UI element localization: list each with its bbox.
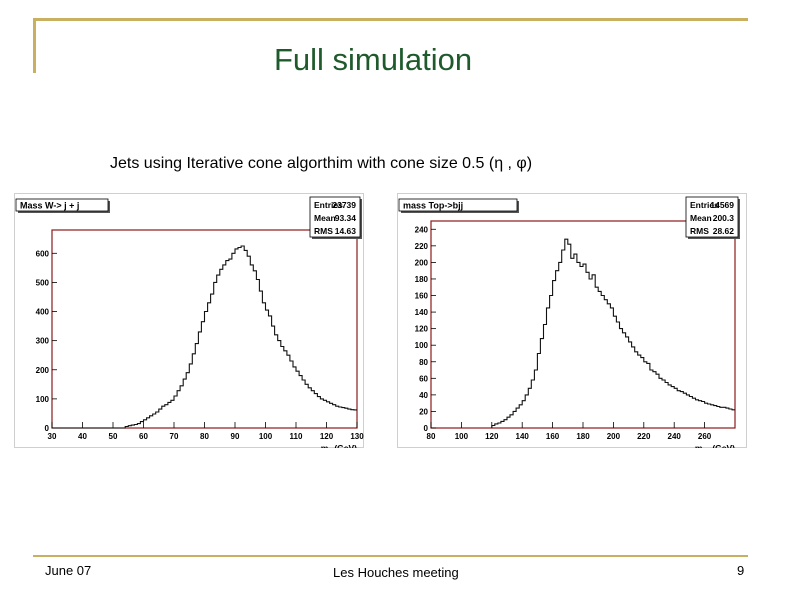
y-tick-label: 400 [36, 308, 50, 317]
y-tick-label: 80 [419, 358, 428, 367]
x-tick-label: 40 [78, 432, 87, 441]
decorative-rule-horizontal [33, 18, 748, 21]
x-tick-label: 120 [320, 432, 334, 441]
title-box [15, 198, 109, 212]
x-tick-label: 140 [516, 432, 530, 441]
canvas-frame [14, 193, 364, 448]
x-tick-label: 100 [259, 432, 273, 441]
slide-subtitle: Jets using Iterative cone algorthim with… [110, 155, 533, 172]
histogram-series [52, 245, 357, 429]
footer-rule [33, 555, 748, 557]
y-tick-label: 500 [36, 278, 50, 287]
x-tick-label: 110 [290, 432, 303, 441]
stats-box [685, 196, 739, 238]
stats-value: 93.34 [335, 213, 357, 223]
footer-date: June 07 [45, 563, 92, 578]
y-tick-label: 0 [45, 424, 50, 433]
histogram-title: mass Top->bjj [403, 201, 463, 211]
y-tick-label: 160 [415, 292, 429, 301]
x-tick-label: 60 [139, 432, 148, 441]
histogram-series [491, 238, 735, 428]
slide-title: Full simulation [273, 42, 473, 77]
x-tick-label: 80 [200, 432, 209, 441]
stats-label: RMS [314, 226, 333, 236]
stats-label: Entries [690, 200, 719, 210]
y-tick-label: 140 [415, 308, 429, 317]
x-tick-label: 220 [637, 432, 651, 441]
y-tick-label: 100 [36, 395, 50, 404]
stats-value: 14569 [710, 200, 734, 210]
stats-box [309, 196, 361, 238]
stats-label: RMS [690, 226, 709, 236]
x-tick-label: 30 [48, 432, 57, 441]
y-tick-label: 200 [415, 258, 429, 267]
x-axis-label: mJ (GeV) [321, 443, 357, 448]
stats-value: 14.63 [335, 226, 357, 236]
x-tick-label: 100 [455, 432, 469, 441]
stats-value: 28.62 [713, 226, 735, 236]
x-tick-label: 200 [607, 432, 621, 441]
page-number: 9 [737, 563, 745, 578]
y-tick-label: 300 [36, 337, 50, 346]
y-tick-label: 600 [36, 249, 50, 258]
x-tick-label: 260 [698, 432, 712, 441]
x-tick-label: 240 [668, 432, 682, 441]
x-tick-label: 50 [109, 432, 118, 441]
y-tick-label: 100 [415, 341, 429, 350]
y-tick-label: 60 [419, 374, 428, 383]
x-tick-label: 120 [485, 432, 499, 441]
stats-label: Mean [314, 213, 336, 223]
y-tick-label: 200 [36, 366, 50, 375]
x-tick-label: 80 [427, 432, 436, 441]
stats-label: Entries [314, 200, 343, 210]
decorative-rule-vertical [33, 18, 36, 73]
y-tick-label: 0 [424, 424, 429, 433]
x-tick-label: 130 [350, 432, 364, 441]
y-tick-label: 40 [419, 391, 428, 400]
x-axis-label: mbjj (GeV) [695, 443, 735, 448]
x-tick-label: 160 [546, 432, 560, 441]
stats-label: Mean [690, 213, 712, 223]
y-tick-label: 220 [415, 242, 429, 251]
y-tick-label: 180 [415, 275, 429, 284]
stats-value: 23739 [332, 200, 356, 210]
footer-meeting: Les Houches meeting [333, 565, 459, 580]
x-tick-label: 90 [231, 432, 240, 441]
y-tick-label: 240 [415, 225, 429, 234]
stats-value: 200.3 [713, 213, 735, 223]
x-tick-label: 70 [170, 432, 179, 441]
y-tick-label: 20 [419, 407, 428, 416]
title-box [398, 198, 518, 212]
histogram-title: Mass W-> j + j [20, 201, 79, 211]
x-tick-label: 180 [576, 432, 590, 441]
y-tick-label: 120 [415, 325, 429, 334]
